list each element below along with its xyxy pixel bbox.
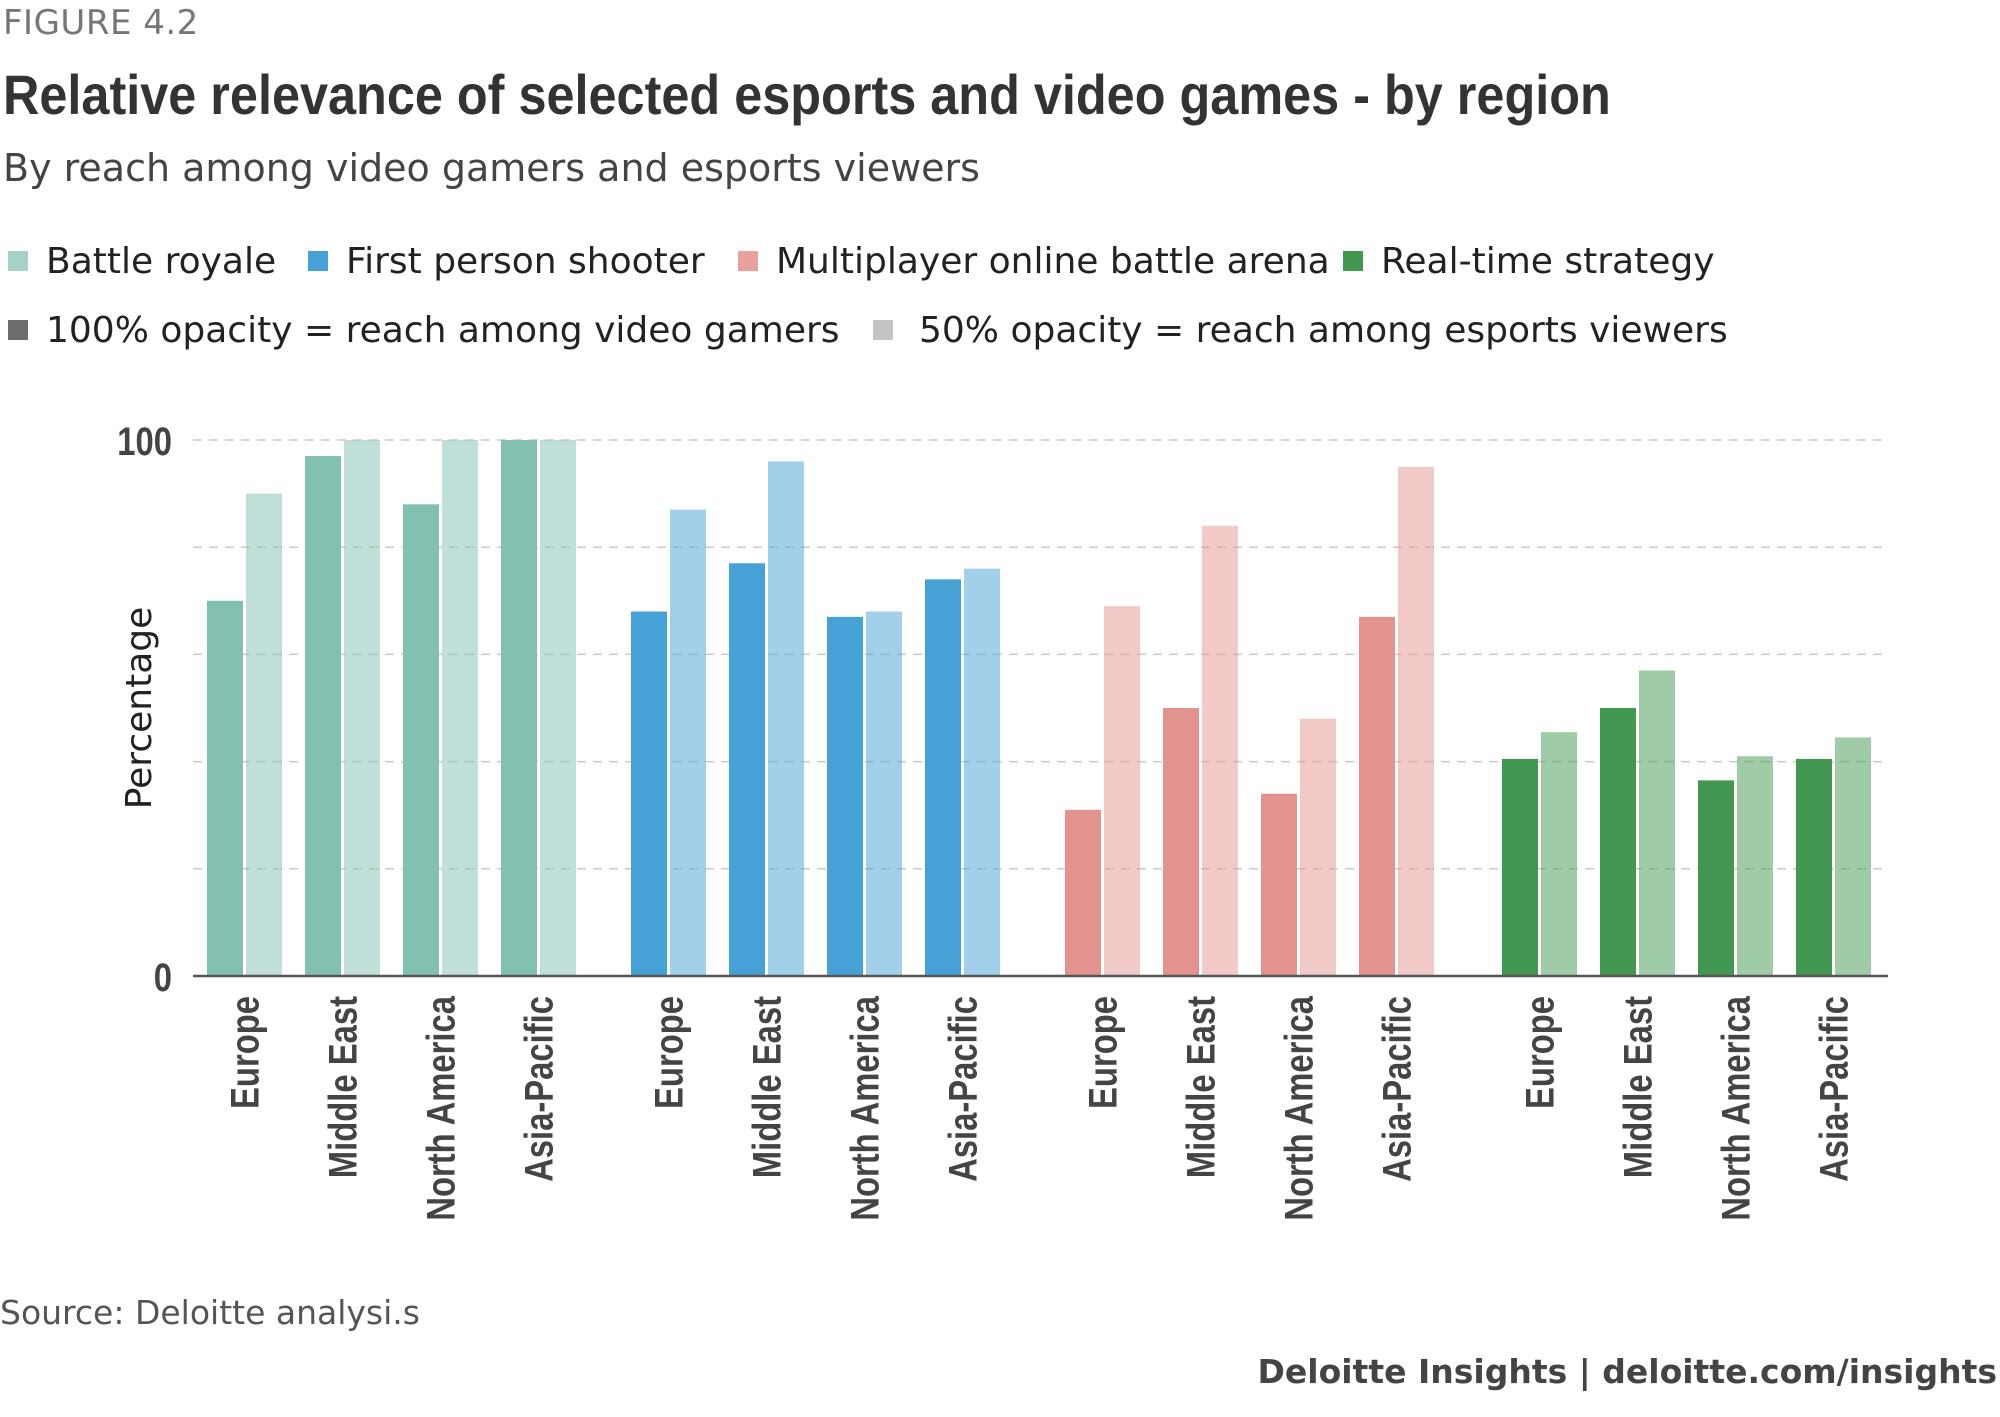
- x-tick-label-battle-royale-europe: Europe: [222, 996, 267, 1109]
- legend-series: Battle royale First person shooter Multi…: [8, 239, 1715, 283]
- source-note: Source: Deloitte analysi.s: [0, 1293, 420, 1332]
- bar-battle-royale-europe-video-gamers: [207, 600, 243, 976]
- axis-labels: 0 100 Europe Middle East North America Asia-P…: [117, 419, 1856, 1221]
- bar-multiplayer-online-battle-arena-europe-esports-viewers: [1104, 606, 1140, 976]
- bar-first-person-shooter-europe-esports-viewers: [670, 509, 706, 976]
- x-tick-label-first-person-shooter-middle-east: Middle East: [744, 996, 789, 1178]
- bar-multiplayer-online-battle-arena-europe-video-gamers: [1065, 809, 1101, 976]
- bar-battle-royale-middle-east-video-gamers: [305, 456, 341, 977]
- x-tick-label-multiplayer-online-battle-arena-north-america: North America: [1276, 995, 1321, 1220]
- bar-first-person-shooter-middle-east-esports-viewers: [768, 461, 804, 976]
- bar-first-person-shooter-north-america-esports-viewers: [866, 611, 902, 976]
- legend-label-real-time-strategy: Real-time strategy: [1381, 240, 1715, 282]
- legend-label-half-opacity: 50% opacity = reach among esports viewer…: [919, 309, 1728, 351]
- x-tick-label-real-time-strategy-asia-pacific: Asia-Pacific: [1811, 996, 1856, 1182]
- bar-battle-royale-asia-pacific-esports-viewers: [540, 440, 576, 976]
- legend-label-battle-royale: Battle royale: [46, 240, 277, 282]
- bars: [207, 440, 1871, 977]
- bar-real-time-strategy-europe-video-gamers: [1502, 758, 1538, 976]
- x-tick-label-multiplayer-online-battle-arena-asia-pacific: Asia-Pacific: [1374, 996, 1419, 1182]
- y-axis-title: Percentage: [119, 607, 160, 810]
- legend-label-first-person-shooter: First person shooter: [346, 240, 705, 282]
- x-tick-label-first-person-shooter-north-america: North America: [842, 995, 887, 1220]
- bar-battle-royale-asia-pacific-video-gamers: [501, 440, 537, 976]
- x-tick-label-battle-royale-middle-east: Middle East: [320, 996, 365, 1178]
- legend-item-first-person-shooter: First person shooter: [308, 241, 738, 282]
- legend-label-full-opacity: 100% opacity = reach among video gamers: [46, 309, 840, 351]
- x-tick-label-multiplayer-online-battle-arena-europe: Europe: [1080, 996, 1125, 1109]
- legend-swatch-full-opacity: [8, 320, 28, 340]
- bar-real-time-strategy-middle-east-esports-viewers: [1639, 670, 1675, 976]
- bar-real-time-strategy-asia-pacific-video-gamers: [1796, 758, 1832, 976]
- bar-first-person-shooter-north-america-video-gamers: [827, 616, 863, 976]
- legend-opacity: 100% opacity = reach among video gamers …: [8, 308, 1728, 352]
- bar-real-time-strategy-north-america-video-gamers: [1698, 780, 1734, 976]
- bar-multiplayer-online-battle-arena-asia-pacific-esports-viewers: [1398, 466, 1434, 976]
- legend-item-half-opacity: 50% opacity = reach among esports viewer…: [873, 310, 1728, 351]
- bar-battle-royale-north-america-video-gamers: [403, 504, 439, 976]
- bar-first-person-shooter-asia-pacific-esports-viewers: [964, 568, 1000, 976]
- bar-battle-royale-middle-east-esports-viewers: [344, 440, 380, 976]
- figure-label: FIGURE 4.2: [3, 3, 199, 43]
- legend-swatch-battle-royale: [8, 251, 28, 271]
- x-tick-label-first-person-shooter-europe: Europe: [646, 996, 691, 1109]
- legend-swatch-half-opacity: [873, 320, 893, 340]
- bar-multiplayer-online-battle-arena-middle-east-esports-viewers: [1202, 525, 1238, 976]
- x-tick-label-real-time-strategy-middle-east: Middle East: [1615, 996, 1660, 1178]
- legend-item-real-time-strategy: Real-time strategy: [1343, 241, 1715, 282]
- x-tick-label-battle-royale-north-america: North America: [418, 995, 463, 1220]
- x-tick-label-first-person-shooter-asia-pacific: Asia-Pacific: [940, 996, 985, 1182]
- bar-first-person-shooter-middle-east-video-gamers: [729, 563, 765, 976]
- bar-multiplayer-online-battle-arena-north-america-esports-viewers: [1300, 718, 1336, 976]
- bar-first-person-shooter-asia-pacific-video-gamers: [925, 579, 961, 976]
- legend-item-battle-royale: Battle royale: [8, 241, 308, 282]
- bar-first-person-shooter-europe-video-gamers: [631, 611, 667, 976]
- credit: Deloitte Insights | deloitte.com/insight…: [1257, 1352, 1997, 1391]
- chart-title: Relative relevance of selected esports a…: [3, 63, 1611, 126]
- y-tick-label-0: 0: [154, 955, 172, 1000]
- bar-multiplayer-online-battle-arena-asia-pacific-video-gamers: [1359, 616, 1395, 976]
- bar-multiplayer-online-battle-arena-north-america-video-gamers: [1261, 793, 1297, 976]
- legend-item-full-opacity: 100% opacity = reach among video gamers: [8, 310, 873, 351]
- legend-swatch-real-time-strategy: [1343, 251, 1363, 271]
- bar-real-time-strategy-middle-east-video-gamers: [1600, 708, 1636, 976]
- x-tick-label-real-time-strategy-europe: Europe: [1517, 996, 1562, 1109]
- legend-label-moba: Multiplayer online battle arena: [776, 240, 1330, 282]
- bar-real-time-strategy-asia-pacific-esports-viewers: [1835, 737, 1871, 976]
- bar-multiplayer-online-battle-arena-middle-east-video-gamers: [1163, 708, 1199, 976]
- x-tick-label-real-time-strategy-north-america: North America: [1713, 995, 1758, 1220]
- legend-swatch-first-person-shooter: [308, 251, 328, 271]
- bar-battle-royale-north-america-esports-viewers: [442, 440, 478, 976]
- x-tick-label-battle-royale-asia-pacific: Asia-Pacific: [516, 996, 561, 1182]
- y-tick-label-100: 100: [117, 419, 172, 464]
- x-tick-label-multiplayer-online-battle-arena-middle-east: Middle East: [1178, 996, 1223, 1178]
- chart-subtitle: By reach among video gamers and esports …: [3, 146, 980, 190]
- bar-real-time-strategy-europe-esports-viewers: [1541, 732, 1577, 976]
- bar-real-time-strategy-north-america-esports-viewers: [1737, 756, 1773, 976]
- bar-battle-royale-europe-esports-viewers: [246, 493, 282, 976]
- legend-swatch-moba: [738, 251, 758, 271]
- legend-item-moba: Multiplayer online battle arena: [738, 241, 1343, 282]
